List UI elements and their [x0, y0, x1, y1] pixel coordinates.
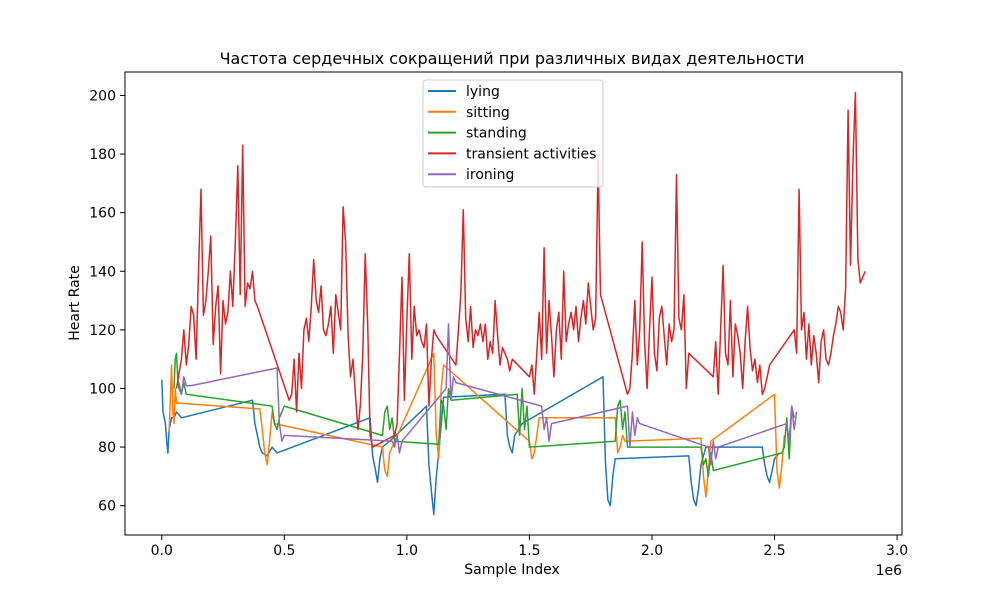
series-line-0: [161, 376, 780, 516]
legend-label-2: standing: [466, 126, 527, 142]
series-line-3: [175, 91, 866, 448]
y-axis-label: Heart Rate: [67, 265, 83, 341]
x-tick-label: 1.5: [518, 543, 540, 559]
y-tick-label: 140: [89, 264, 116, 280]
series-line-1: [168, 352, 786, 498]
series-line-2: [173, 352, 795, 478]
plot-frame: [124, 71, 903, 536]
x-tick-label: 0.5: [273, 543, 295, 559]
x-tick-label: 2.5: [763, 543, 785, 559]
legend-label-1: sitting: [466, 105, 510, 121]
y-tick-label: 100: [89, 381, 116, 397]
x-tick-label: 1.0: [396, 543, 418, 559]
y-tick-label: 160: [89, 206, 116, 222]
x-axis: 0.0 0.5 1.0 1.5 2.0 2.5 3.0: [151, 535, 908, 559]
x-axis-label: Sample Index: [464, 562, 559, 578]
legend-box: [422, 79, 604, 188]
chart-title: Частота сердечных сокращений при различн…: [220, 49, 805, 68]
x-tick-label: 2.0: [641, 543, 663, 559]
series-layer: [161, 91, 866, 516]
y-tick-label: 80: [98, 440, 116, 456]
y-tick-label: 180: [89, 147, 116, 163]
y-tick-label: 60: [98, 499, 116, 515]
y-axis: 60 80 100 120 140 160 180 200: [89, 88, 125, 515]
x-axis-offset-label: 1e6: [876, 563, 903, 579]
series-line-4: [178, 323, 798, 466]
legend-label-0: lying: [466, 84, 500, 100]
legend-label-4: ironing: [466, 167, 514, 183]
x-tick-label: 3.0: [886, 543, 908, 559]
legend: lying sitting standing transient activities…: [422, 79, 604, 188]
x-tick-label: 0.0: [151, 543, 173, 559]
y-tick-label: 200: [89, 88, 116, 104]
legend-label-3: transient activities: [466, 146, 596, 162]
y-tick-label: 120: [89, 323, 116, 339]
